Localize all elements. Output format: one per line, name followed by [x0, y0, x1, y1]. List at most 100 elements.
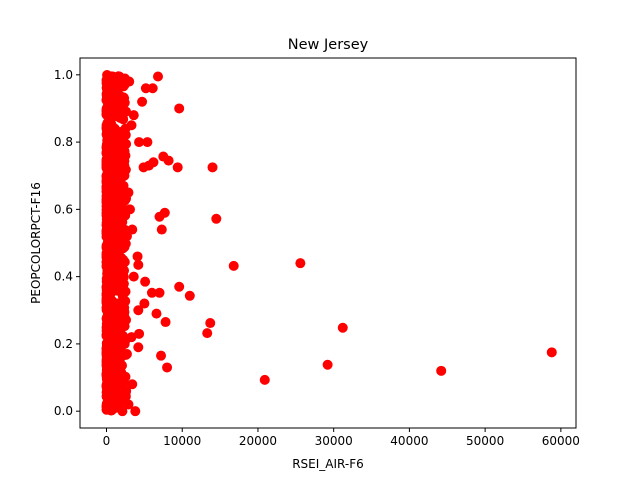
data-point [184, 290, 195, 301]
data-point [228, 260, 239, 271]
data-point [546, 347, 557, 358]
data-point [322, 359, 333, 370]
data-point [138, 162, 149, 173]
data-point [111, 207, 122, 218]
data-point [123, 187, 134, 198]
data-point [142, 137, 153, 148]
data-point [156, 350, 167, 361]
data-point [103, 131, 114, 142]
y-tick-label: 0.0 [54, 404, 73, 418]
data-point [106, 380, 117, 391]
data-point [112, 264, 123, 275]
data-point [116, 361, 127, 372]
y-axis: 0.0 0.2 0.4 0.6 0.8 1.0 [54, 68, 80, 418]
data-point [259, 374, 270, 385]
x-tick-label: 50000 [466, 434, 504, 448]
x-axis: 0 10000 20000 30000 40000 50000 60000 [103, 428, 580, 448]
data-point [103, 246, 114, 257]
data-point [102, 302, 113, 313]
data-point [123, 399, 134, 410]
data-point [124, 76, 135, 87]
data-point [436, 365, 447, 376]
data-point [114, 170, 125, 181]
x-tick-label: 60000 [542, 434, 580, 448]
data-point [106, 87, 117, 98]
data-point [126, 120, 137, 131]
data-point [101, 312, 112, 323]
data-point [103, 330, 114, 341]
data-point [126, 332, 137, 343]
data-point [140, 83, 151, 94]
data-point [130, 406, 141, 417]
data-point [133, 259, 144, 270]
data-point [163, 155, 174, 166]
y-tick-label: 0.8 [54, 135, 73, 149]
x-tick-label: 0 [103, 434, 111, 448]
data-point [128, 271, 139, 282]
data-point [113, 178, 124, 189]
data-point [134, 137, 145, 148]
data-point [156, 224, 167, 235]
data-point [160, 317, 171, 328]
y-tick-label: 1.0 [54, 68, 73, 82]
data-point [117, 241, 128, 252]
data-point [113, 305, 124, 316]
y-tick-label: 0.4 [54, 270, 73, 284]
data-point [337, 322, 348, 333]
data-point [110, 402, 121, 413]
data-point [211, 213, 222, 224]
data-point [153, 71, 163, 82]
data-point [121, 386, 132, 396]
y-tick-label: 0.2 [54, 337, 73, 351]
data-point [133, 342, 144, 353]
data-point [102, 155, 113, 166]
data-point [105, 123, 116, 134]
data-point [207, 162, 218, 173]
data-point [116, 372, 127, 383]
data-point [118, 254, 129, 265]
data-point [133, 305, 144, 316]
data-point [154, 211, 165, 222]
x-tick-label: 20000 [239, 434, 277, 448]
x-tick-label: 30000 [315, 434, 353, 448]
data-point [202, 328, 213, 339]
plot-frame [79, 57, 577, 429]
data-point [146, 287, 157, 298]
data-point [128, 110, 139, 121]
data-point [151, 308, 162, 319]
chart-title: New Jersey [288, 37, 369, 53]
data-point [124, 204, 135, 215]
x-tick-label: 10000 [163, 434, 201, 448]
data-point [174, 103, 185, 114]
data-point [295, 258, 306, 269]
x-tick-label: 40000 [390, 434, 428, 448]
data-points [101, 70, 557, 417]
data-point [102, 200, 113, 211]
x-axis-label: RSEI_AIR-F6 [292, 457, 364, 471]
data-point [101, 282, 112, 293]
data-point [134, 328, 145, 339]
data-point [127, 379, 138, 390]
data-point [127, 224, 138, 235]
data-point [116, 108, 127, 119]
data-point [174, 281, 185, 292]
data-point [101, 139, 112, 150]
y-axis-label: PEOPCOLORPCT-F16 [29, 182, 43, 304]
data-point [113, 138, 124, 149]
data-point [101, 75, 112, 86]
data-point [162, 362, 173, 373]
data-point [103, 260, 114, 271]
y-tick-label: 0.6 [54, 202, 73, 216]
data-point [101, 148, 112, 159]
data-point [172, 162, 183, 173]
data-point [104, 115, 115, 126]
data-point [103, 367, 114, 378]
data-point [113, 77, 124, 88]
data-point [140, 276, 151, 287]
data-point [110, 187, 121, 198]
data-point [205, 318, 216, 329]
data-point [118, 278, 129, 289]
data-point [119, 93, 130, 104]
